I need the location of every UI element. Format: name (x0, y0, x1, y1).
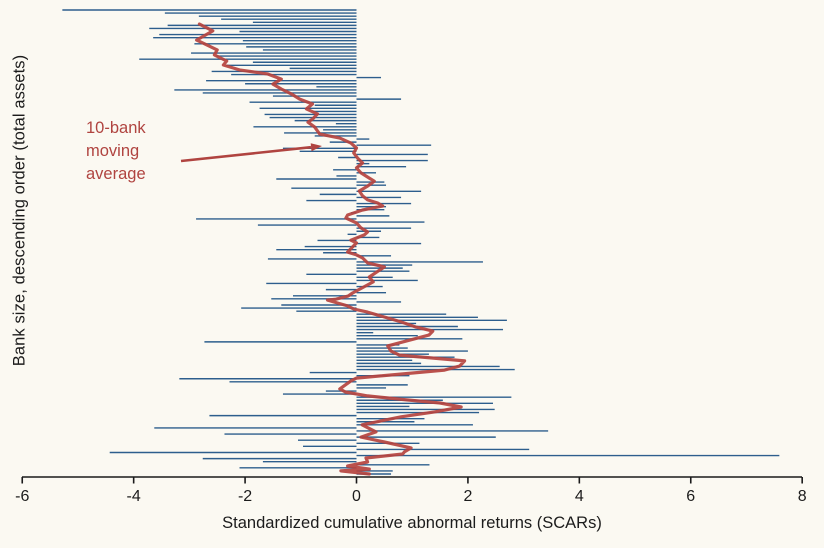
x-tick-label: 8 (798, 488, 807, 505)
x-tick-label: 6 (686, 488, 695, 505)
annotation-line-3: average (86, 165, 146, 183)
annotation-arrow (180, 143, 322, 163)
y-axis-label: Bank size, descending order (total asset… (10, 54, 29, 367)
annotation-arrowhead (310, 143, 322, 152)
annotation-line-2: moving (86, 142, 140, 160)
x-tick-label: -6 (15, 488, 29, 505)
x-tick-label: -4 (127, 488, 141, 505)
moving-average-annotation: 10-bank moving average (86, 117, 146, 186)
x-tick-label: 0 (352, 488, 361, 505)
moving-average-line (195, 22, 467, 476)
x-tick-label: -2 (238, 488, 252, 505)
annotation-line-1: 10-bank (86, 119, 146, 137)
x-tick-label: 4 (575, 488, 584, 505)
x-axis-label: Standardized cumulative abnormal returns… (222, 514, 602, 532)
bars-group (62, 9, 780, 475)
x-axis: -6 -4 -2 0 2 4 6 8 (15, 476, 807, 505)
x-tick-label: 2 (463, 488, 472, 505)
annotation-arrow-shaft (180, 145, 312, 163)
